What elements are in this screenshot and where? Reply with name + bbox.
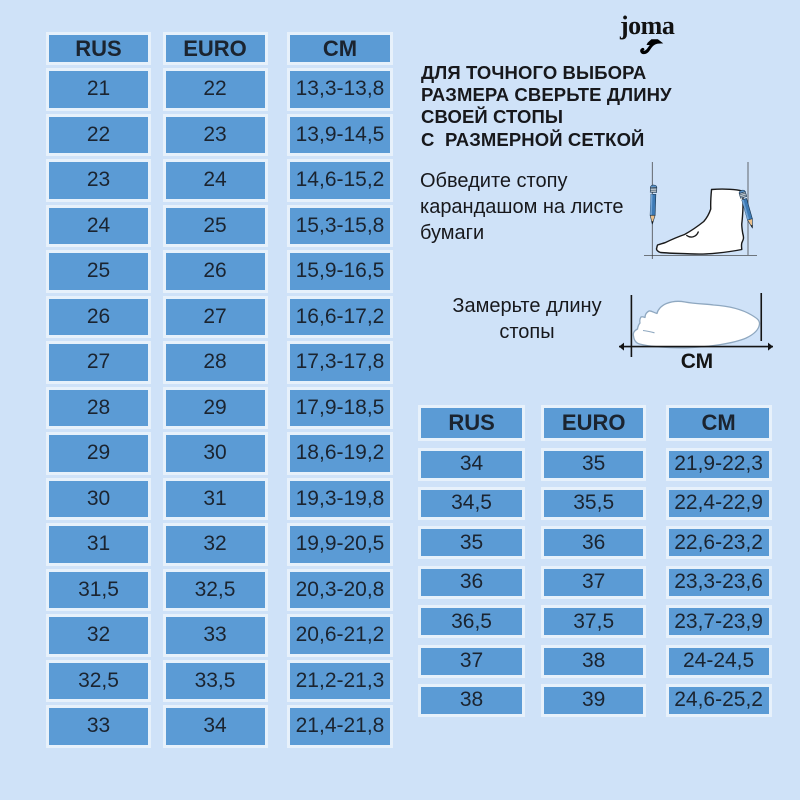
svg-text:СМ: СМ — [681, 350, 713, 373]
